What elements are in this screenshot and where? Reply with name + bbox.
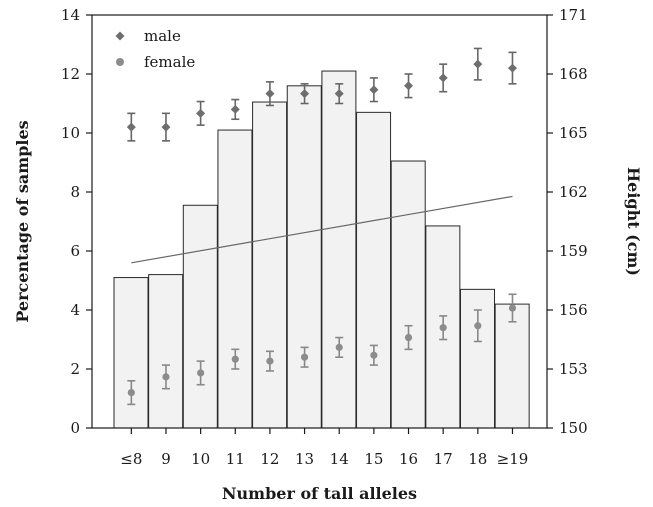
- bar-5: [286, 85, 322, 429]
- bar-8: [390, 160, 426, 429]
- bar-0: [113, 277, 149, 429]
- male-point-5: [300, 89, 310, 99]
- female-point-0: [127, 389, 135, 397]
- x-tick-label-5: 13: [295, 450, 314, 468]
- bar-1: [148, 274, 184, 429]
- left-tick-label-4: 4: [70, 301, 80, 319]
- left-tick-label-0: 0: [70, 419, 80, 437]
- y-axis-title-right: Height (cm): [624, 167, 643, 276]
- bar-2: [182, 204, 218, 429]
- male-point-1: [161, 122, 171, 132]
- female-point-9: [439, 324, 447, 332]
- right-tick-label-153: 153: [559, 360, 588, 378]
- legend-female-marker: [116, 58, 124, 66]
- x-tick-label-8: 16: [399, 450, 418, 468]
- right-tick-label-162: 162: [559, 183, 588, 201]
- bar-4: [252, 101, 288, 429]
- x-tick-label-3: 11: [226, 450, 245, 468]
- male-point-4: [265, 89, 275, 99]
- legend-female-label: female: [144, 53, 195, 71]
- x-tick-label-1: 9: [161, 450, 171, 468]
- female-point-8: [404, 333, 413, 342]
- female-point-1: [162, 373, 170, 381]
- x-tick-label-7: 15: [364, 450, 383, 468]
- male-point-9: [438, 73, 448, 83]
- female-point-6: [335, 343, 343, 351]
- male-point-6: [334, 89, 344, 99]
- right-axis: 150 153 156 159 162 165 168 171: [547, 6, 588, 437]
- plot-frame: [91, 14, 548, 429]
- legend: male female: [115, 27, 195, 71]
- male-point-0: [126, 122, 136, 132]
- female-point-2: [197, 369, 205, 377]
- bar-series: [113, 70, 530, 429]
- trend-line-group: [131, 195, 513, 264]
- x-tick-label-6: 14: [330, 450, 349, 468]
- female-point-7: [370, 351, 378, 359]
- legend-male-label: male: [144, 27, 181, 45]
- left-tick-label-14: 14: [61, 6, 80, 24]
- female-point-3: [231, 355, 239, 363]
- male-point-11: [507, 63, 517, 73]
- x-axis-title: Number of tall alleles: [222, 484, 417, 503]
- right-tick-label-168: 168: [559, 65, 588, 83]
- male-point-10: [473, 59, 483, 69]
- bar-7: [356, 111, 392, 429]
- male-point-8: [404, 81, 414, 91]
- right-tick-label-156: 156: [559, 301, 588, 319]
- female-point-10: [474, 322, 482, 330]
- right-tick-label-159: 159: [559, 242, 588, 260]
- left-tick-label-8: 8: [70, 183, 80, 201]
- left-tick-label-10: 10: [61, 124, 80, 142]
- trend-line: [131, 195, 513, 264]
- x-tick-label-10: 18: [468, 450, 487, 468]
- female-point-4: [266, 357, 274, 365]
- x-axis: ≤8 9 10 11 12 13 14 15 16 17 18 ≥19: [120, 428, 528, 468]
- male-point-2: [196, 108, 206, 118]
- marker-series: [126, 47, 517, 406]
- left-tick-label-2: 2: [70, 360, 80, 378]
- right-tick-label-150: 150: [559, 419, 588, 437]
- x-tick-label-9: 17: [434, 450, 453, 468]
- bar-6: [321, 70, 357, 429]
- x-tick-label-4: 12: [260, 450, 279, 468]
- female-point-5: [300, 353, 309, 361]
- x-tick-label-2: 10: [191, 450, 210, 468]
- male-point-3: [230, 104, 240, 114]
- bar-11: [494, 303, 530, 429]
- x-tick-label-0: ≤8: [120, 450, 142, 468]
- legend-male-marker: [115, 31, 125, 41]
- left-tick-label-12: 12: [61, 65, 80, 83]
- left-axis: 0 2 4 6 8 10 12 14: [61, 6, 92, 437]
- bar-3: [217, 129, 253, 429]
- y-axis-title-left: Percentage of samples: [13, 120, 32, 322]
- male-point-7: [369, 85, 379, 95]
- right-tick-label-165: 165: [559, 124, 588, 142]
- right-tick-label-171: 171: [559, 6, 588, 24]
- x-tick-label-11: ≥19: [497, 450, 529, 468]
- left-tick-label-6: 6: [70, 242, 80, 260]
- female-point-11: [508, 304, 517, 312]
